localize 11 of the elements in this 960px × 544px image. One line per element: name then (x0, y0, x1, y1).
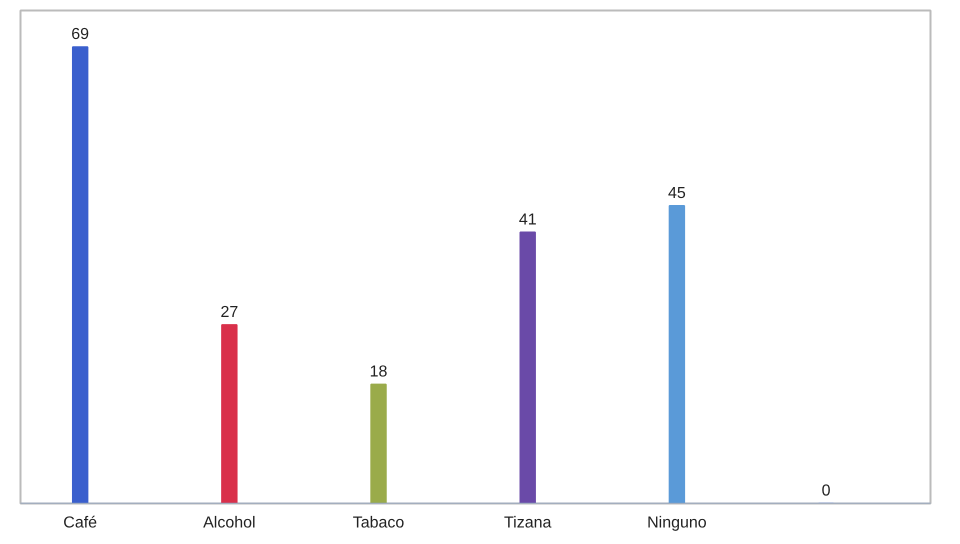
x-tick-label: Tizana (504, 514, 552, 532)
data-label: 45 (668, 184, 686, 202)
x-tick-label: Alcohol (203, 514, 256, 532)
x-tick-label: Tabaco (352, 514, 404, 532)
data-label: 41 (518, 211, 537, 228)
x-tick-label: Ninguno (647, 514, 707, 532)
data-label: 69 (71, 26, 90, 44)
data-label: 0 (822, 482, 831, 500)
data-label: 27 (220, 304, 238, 321)
data-label: 18 (370, 363, 388, 380)
x-tick-label: Café (63, 514, 98, 532)
